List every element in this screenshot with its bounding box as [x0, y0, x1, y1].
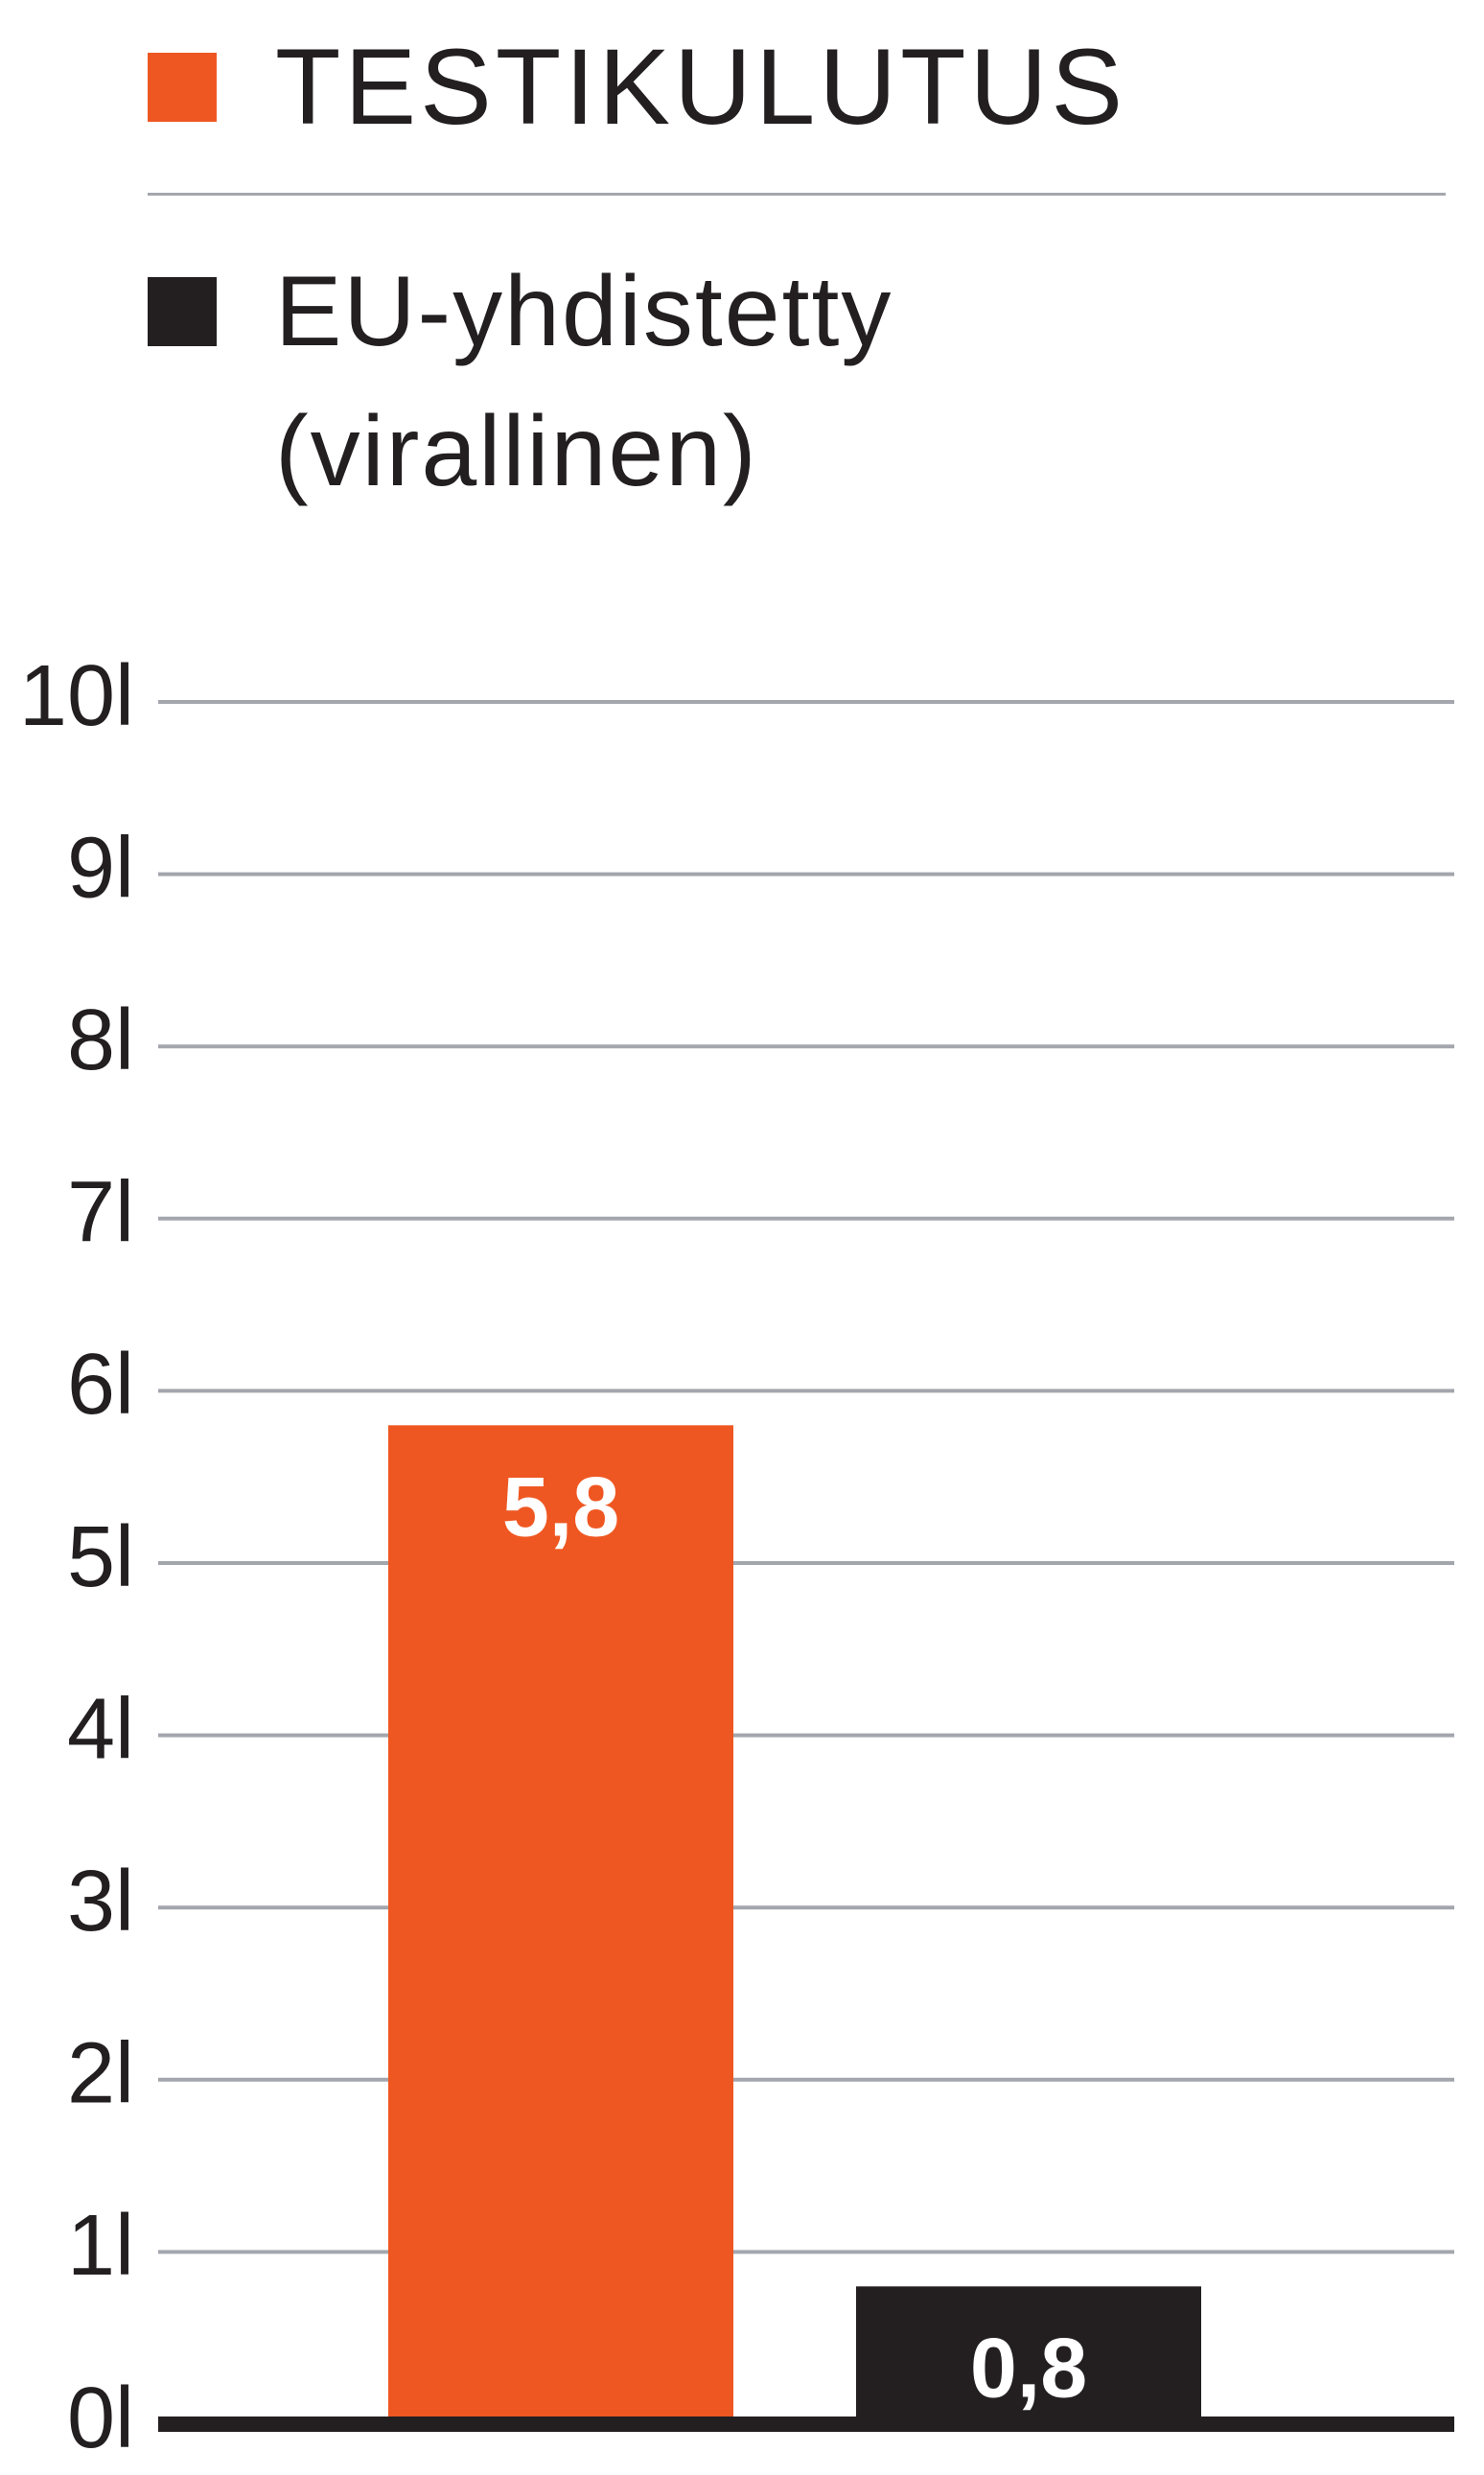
y-tick-label: 9l	[67, 820, 134, 916]
y-tick-label: 8l	[67, 992, 134, 1088]
y-tick-label: 5l	[67, 1509, 134, 1605]
bar	[856, 2286, 1201, 2424]
y-tick-label: 2l	[67, 2026, 134, 2122]
y-tick-label: 6l	[67, 1337, 134, 1433]
legend-label: TESTIKULUTUS	[275, 27, 1127, 147]
legend-swatch	[148, 53, 217, 122]
y-tick-label: 7l	[67, 1165, 134, 1261]
y-tick-label: 1l	[67, 2198, 134, 2294]
y-tick-label: 10l	[19, 648, 134, 744]
legend-divider	[148, 193, 1446, 196]
y-tick-label: 0l	[67, 2370, 134, 2466]
legend: TESTIKULUTUS EU-yhdistetty (virallinen)	[0, 0, 1484, 537]
value-label: 5,8	[502, 1459, 619, 1554]
value-label: 0,8	[970, 2321, 1087, 2416]
bar	[388, 1425, 733, 2424]
legend-swatch	[148, 277, 217, 346]
y-tick-label: 3l	[67, 1854, 134, 1950]
y-tick-label: 4l	[67, 1681, 134, 1777]
legend-label: EU-yhdistetty (virallinen)	[275, 256, 893, 507]
